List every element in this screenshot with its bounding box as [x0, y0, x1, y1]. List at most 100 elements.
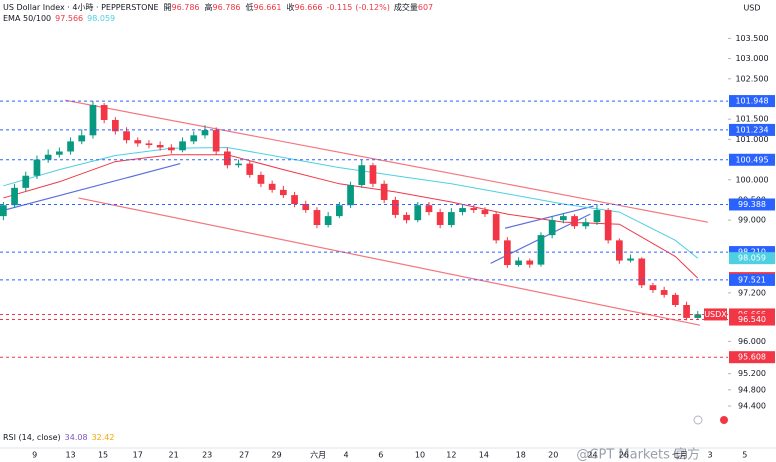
candle-body: [22, 175, 30, 188]
icon[interactable]: [693, 415, 703, 425]
y-tick-label: 96.000: [738, 337, 766, 346]
candle-body: [627, 258, 634, 261]
candle-body: [280, 189, 287, 196]
x-tick-label: 14: [479, 451, 489, 460]
price-label: 100.495: [735, 155, 768, 164]
y-tick-label: 100.000: [735, 175, 768, 184]
x-tick-label: 3: [708, 451, 713, 460]
candle-body: [515, 260, 522, 266]
price-label-bg: [729, 273, 775, 286]
price-label-bg: [729, 198, 775, 211]
trendline: [64, 99, 708, 223]
candle-body: [436, 212, 444, 226]
y-tick-label: 103.500: [735, 34, 768, 43]
candle-body: [134, 140, 142, 144]
x-tick-label: 23: [202, 451, 212, 460]
candle-body: [582, 222, 590, 227]
y-tick-label: 94.800: [738, 385, 766, 394]
ohlc-label: 開: [164, 3, 172, 12]
candle-body: [11, 187, 18, 206]
candle-body: [67, 141, 74, 152]
ohlc-value: 96.661: [254, 3, 282, 12]
candle-body: [89, 105, 97, 136]
candle-body: [112, 119, 119, 132]
ohlc-value: 96.666: [295, 3, 323, 12]
candle-body: [190, 135, 198, 142]
candle-body: [414, 205, 422, 221]
candle-body: [336, 205, 343, 217]
candle-body: [100, 105, 108, 120]
candle-body: [78, 135, 86, 142]
x-tick-label: 29: [272, 451, 282, 460]
x-tick-label: 六月: [310, 450, 326, 460]
candle-body: [660, 290, 668, 295]
icon[interactable]: [720, 416, 728, 424]
y-tick-label: 101.500: [735, 115, 768, 124]
candle-body: [123, 131, 130, 141]
x-tick-label: 13: [65, 451, 75, 460]
price-label: 97.521: [738, 275, 766, 284]
price-label: 99.388: [738, 200, 766, 209]
price-label-bg: [729, 351, 775, 364]
x-tick-label: 17: [133, 451, 143, 460]
symbol-tag: USDX: [704, 310, 727, 319]
candle-body: [470, 208, 478, 211]
y-tick-label: 99.000: [738, 216, 766, 225]
x-tick-label: 5: [742, 451, 747, 460]
ohlc-label: 低: [246, 2, 254, 12]
header: US Dollar Index · 4小時 · PEPPERSTONE 開96.7…: [3, 2, 433, 12]
symbol-tag-bg: [704, 308, 727, 321]
ohlc-label: 高: [205, 2, 213, 12]
candle-body: [616, 240, 623, 261]
candle-body: [481, 210, 489, 215]
candle-body: [380, 183, 388, 200]
trendline: [78, 197, 701, 326]
candle-body: [212, 130, 220, 152]
candle-body: [168, 147, 175, 151]
x-tick-label: 9: [32, 451, 37, 460]
candle-body: [504, 240, 511, 266]
y-tick-label: 102.500: [735, 74, 768, 83]
candle-body: [492, 214, 500, 241]
candle-body: [425, 205, 433, 213]
candle-body: [291, 195, 298, 205]
candle-body: [224, 151, 231, 166]
volume-label: 成交量: [394, 2, 418, 12]
candle-body: [403, 214, 410, 221]
price-label: 96.540: [738, 315, 766, 324]
currency: USD: [743, 4, 760, 13]
indicator-value: 97.566: [55, 14, 83, 23]
candle-body: [302, 204, 310, 211]
ohlc-value: 96.786: [213, 3, 241, 12]
candle-body: [548, 220, 556, 236]
x-tick-label: 20: [548, 451, 558, 460]
candle-body: [571, 216, 578, 227]
candle-body: [537, 235, 545, 265]
rsi-value: 34.08: [65, 433, 88, 442]
x-tick-label: 七月: [672, 451, 688, 460]
candle-body: [392, 199, 399, 215]
ohlc-value: 96.786: [172, 3, 200, 12]
candle-body: [526, 260, 534, 265]
price-label-bg: [729, 153, 775, 166]
candle-body: [683, 304, 690, 318]
candle-body: [44, 154, 52, 160]
y-tick-label: 103.000: [735, 54, 768, 63]
candle-body: [358, 165, 366, 186]
candle-body: [179, 141, 186, 151]
candle-body: [201, 130, 209, 136]
candle-body: [246, 163, 254, 175]
indicator-legend: EMA 50/100 97.566 98.059: [3, 14, 115, 23]
price-label: 95.608: [738, 353, 766, 362]
y-tick-label: 101.000: [735, 135, 768, 144]
candle-body: [560, 216, 567, 221]
x-tick-label: 26: [619, 451, 629, 460]
candle-body: [459, 208, 466, 213]
candle-body: [638, 258, 646, 286]
price-axis: [728, 0, 776, 462]
y-tick-label: 95.200: [738, 369, 766, 378]
candle-body: [257, 174, 265, 184]
price-label-bg: [729, 313, 775, 326]
